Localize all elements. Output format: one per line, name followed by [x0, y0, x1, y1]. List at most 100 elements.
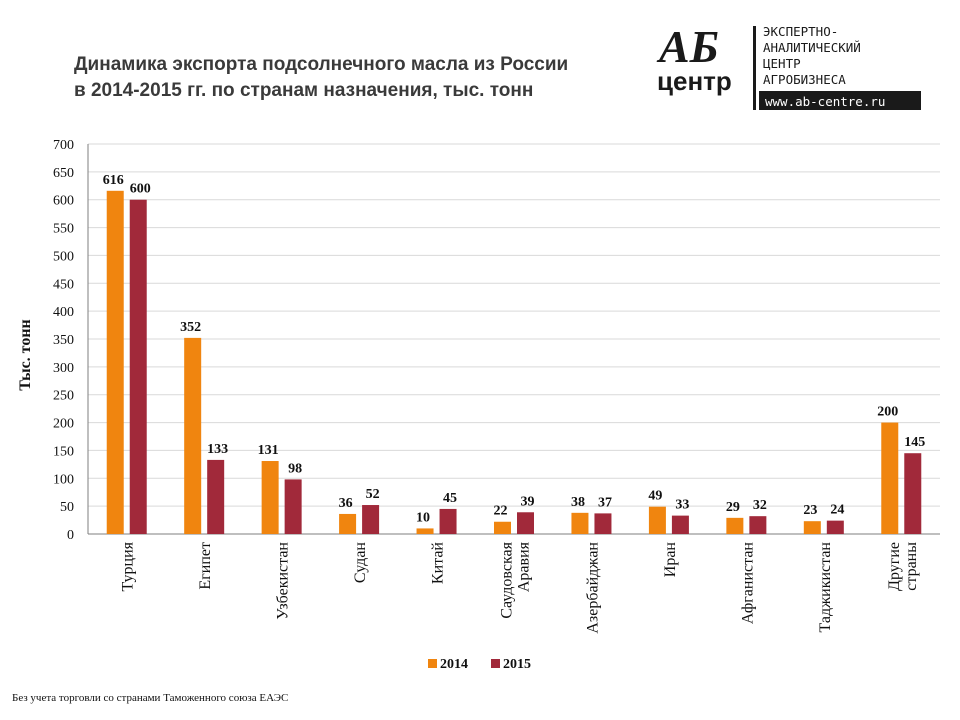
y-tick-label-250: 250: [53, 389, 74, 404]
bar-2015-3: [362, 505, 380, 534]
data-label-2015-5: 39: [521, 494, 535, 509]
x-tick-label-10: Другие страны: [886, 542, 920, 591]
data-label-2015-6: 37: [598, 495, 612, 510]
data-label-2014-9: 23: [803, 503, 817, 518]
data-label-2015-9: 24: [830, 503, 844, 518]
data-label-2015-8: 32: [753, 498, 767, 513]
logo-line-4: АГРОБИЗНЕСА: [763, 72, 846, 87]
logo-url: www.ab-centre.ru: [765, 94, 885, 109]
data-label-2015-7: 33: [675, 498, 689, 513]
x-tick-label-0: Турция: [120, 541, 137, 591]
bar-2014-5: [494, 521, 511, 534]
data-label-2014-0: 616: [103, 173, 124, 188]
y-tick-label-350: 350: [53, 333, 74, 348]
logo-divider: [753, 26, 756, 110]
data-label-2014-1: 352: [180, 320, 201, 335]
legend-label-2015: 2015: [503, 657, 531, 672]
y-tick-label-450: 450: [53, 277, 74, 292]
x-tick-label-6-line-0: Азербайджан: [584, 542, 601, 634]
ab-centre-logo: АБ центр ЭКСПЕРТНО- АНАЛИТИЧЕСКИЙ ЦЕНТР …: [656, 22, 921, 110]
legend-label-2014: 2014: [440, 657, 468, 672]
bar-2015-4: [439, 508, 457, 534]
data-label-2015-4: 45: [443, 491, 457, 506]
y-tick-label-500: 500: [53, 249, 74, 264]
legend-swatch-2015: [491, 659, 500, 668]
legend-swatch-2014: [428, 659, 437, 668]
bar-2014-10: [881, 422, 899, 534]
logo-mark-centr: центр: [657, 66, 732, 96]
y-tick-label-300: 300: [53, 361, 74, 376]
logo-line-2: АНАЛИТИЧЕСКИЙ: [763, 40, 861, 55]
x-tick-label-5: Саудовская Аравия: [499, 541, 533, 618]
x-tick-label-9-line-0: Таджикистан: [817, 542, 834, 633]
x-tick-label-1-line-0: Египет: [197, 542, 214, 590]
y-tick-label-150: 150: [53, 444, 74, 459]
bars: [106, 190, 922, 535]
y-tick-label-400: 400: [53, 305, 74, 320]
bar-2015-6: [594, 513, 612, 534]
x-tick-label-9: Таджикистан: [817, 542, 834, 633]
bar-2014-1: [184, 337, 202, 534]
data-labels: 616 600 352 133 131 98 36 52 10 45 22 39 38 37 49 33 29 3…: [103, 173, 926, 526]
y-tick-labels: 0 50 100 150 200 250 300 350 400 450 500 550 600 650 7…: [53, 138, 74, 543]
y-tick-label-600: 600: [53, 194, 74, 209]
bar-2014-8: [726, 517, 744, 534]
x-tick-label-5-line-0: Саудовская: [499, 541, 516, 618]
y-tick-label-650: 650: [53, 166, 74, 181]
grid-lines: [87, 143, 940, 535]
data-label-2014-7: 49: [648, 489, 662, 504]
data-label-2014-3: 36: [339, 496, 353, 511]
bar-2014-9: [803, 521, 821, 534]
y-tick-label-50: 50: [60, 500, 74, 515]
x-tick-label-2: Узбекистан: [275, 542, 292, 620]
x-tick-label-3: Судан: [352, 542, 369, 584]
data-label-2015-3: 52: [366, 487, 380, 502]
logo-url-bar: [759, 91, 921, 110]
bar-2015-8: [749, 516, 767, 534]
bar-2014-2: [261, 461, 279, 534]
x-tick-label-10-line-0: Другие: [886, 542, 903, 591]
bar-2014-0: [106, 190, 124, 535]
bar-2015-1: [207, 459, 225, 534]
x-tick-label-7-line-0: Иран: [662, 542, 679, 578]
data-label-2014-10: 200: [877, 405, 898, 420]
x-tick-label-0-line-0: Турция: [120, 541, 137, 591]
bar-2014-6: [571, 512, 589, 534]
y-axis-label: Тыс. тонн: [17, 319, 34, 391]
x-tick-label-8: Афганистан: [739, 542, 756, 624]
y-tick-label-700: 700: [53, 138, 74, 153]
x-tick-label-1: Египет: [197, 542, 214, 590]
x-tick-label-10-line-1: страны: [903, 542, 920, 591]
x-tick-label-6: Азербайджан: [584, 542, 601, 634]
footnote: Без учета торговли со странами Таможенно…: [12, 692, 289, 704]
chart-title: Динамика экспорта подсолнечного масла из…: [74, 52, 654, 104]
logo-line-1: ЭКСПЕРТНО-: [763, 24, 838, 39]
x-tick-labels: Турция Египет Узбекистан Судан Китай Саудовск…: [120, 541, 920, 633]
logo-line-3: ЦЕНТР: [763, 56, 801, 71]
data-label-2014-8: 29: [726, 500, 740, 515]
x-tick-label-7: Иран: [662, 542, 679, 578]
y-tick-label-0: 0: [67, 528, 74, 543]
legend: 2014 2015: [428, 657, 531, 672]
chart-title-line2: в 2014-2015 гг. по странам назначения, т…: [74, 80, 534, 101]
data-label-2014-6: 38: [571, 495, 585, 510]
data-label-2014-4: 10: [416, 510, 430, 525]
bar-2015-10: [904, 453, 922, 534]
x-tick-label-4-line-0: Китай: [430, 542, 447, 585]
logo-mark-ab: АБ: [656, 22, 719, 72]
x-tick-label-8-line-0: Афганистан: [739, 542, 756, 624]
bar-2015-9: [826, 520, 844, 534]
bar-2015-7: [671, 515, 689, 534]
bar-2015-2: [284, 479, 302, 534]
x-tick-label-2-line-0: Узбекистан: [275, 542, 292, 620]
y-tick-label-200: 200: [53, 417, 74, 432]
data-label-2015-0: 600: [130, 182, 151, 197]
bar-2015-5: [517, 512, 534, 534]
data-label-2014-2: 131: [258, 443, 279, 458]
bar-2014-4: [416, 528, 434, 534]
x-tick-label-3-line-0: Судан: [352, 542, 369, 584]
data-label-2015-10: 145: [904, 435, 925, 450]
bar-2014-3: [339, 513, 357, 534]
y-tick-label-100: 100: [53, 472, 74, 487]
data-label-2015-2: 98: [288, 461, 302, 476]
